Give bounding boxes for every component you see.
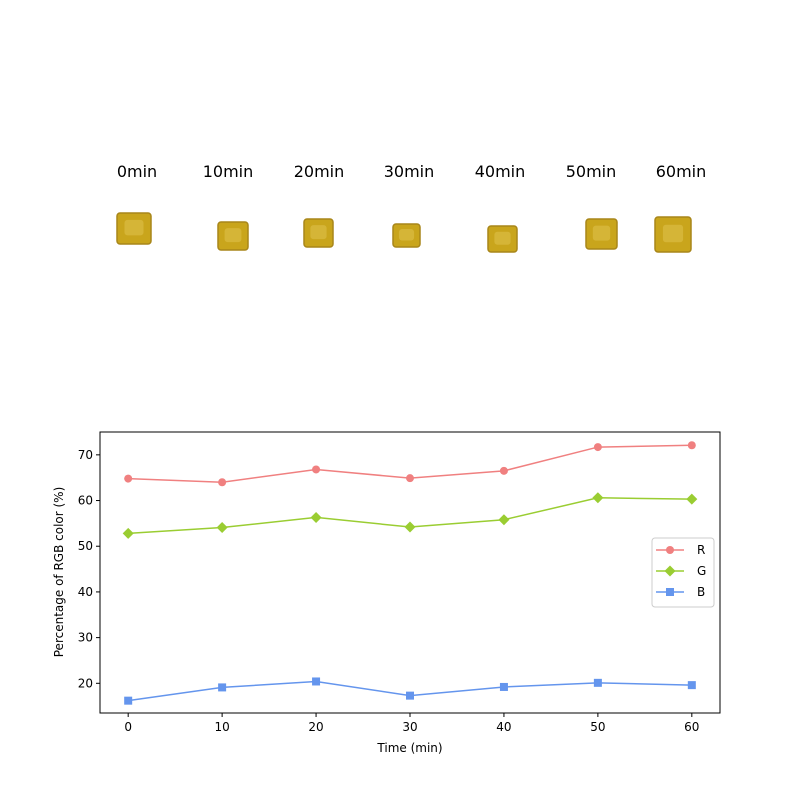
data-point-b: [312, 677, 321, 686]
x-tick-label: 50: [590, 720, 605, 734]
y-tick-label: 60: [78, 494, 93, 508]
legend-marker-r: [666, 546, 674, 554]
legend-label-g: G: [697, 564, 706, 578]
data-point-b: [687, 681, 696, 690]
legend: RGB: [651, 537, 715, 608]
sample-image: [654, 216, 692, 253]
sample-time-label: 50min: [566, 162, 617, 181]
data-point-r: [593, 443, 602, 452]
sample-image: [303, 218, 334, 248]
data-point-r: [406, 474, 414, 483]
data-point-r: [499, 466, 508, 475]
data-point-g: [310, 511, 322, 523]
data-point-g: [122, 527, 134, 539]
chart-marks: [122, 441, 698, 705]
sample-image: [116, 212, 152, 245]
data-point-r: [687, 441, 696, 450]
data-point-g: [592, 492, 604, 504]
y-axis-label: Percentage of RGB color (%): [52, 487, 66, 658]
sample-time-label: 0min: [117, 162, 157, 181]
data-point-b: [593, 678, 602, 687]
sample-time-label: 30min: [384, 162, 435, 181]
data-point-b: [218, 683, 227, 692]
data-point-g: [498, 514, 510, 526]
data-point-r: [124, 474, 133, 483]
legend-label-r: R: [697, 543, 705, 557]
sample-image: [217, 221, 249, 251]
y-tick-label: 20: [78, 676, 93, 690]
sample-image: [487, 225, 518, 253]
legend-marker-b: [666, 588, 674, 596]
sample-image: [585, 218, 618, 250]
legend-label-b: B: [697, 585, 705, 599]
x-tick-label: 0: [124, 720, 132, 734]
x-tick-label: 10: [214, 720, 229, 734]
data-point-b: [499, 682, 508, 691]
sample-images-strip: 0min 10min 20min 30min 40min 50min 60min: [116, 162, 707, 253]
legend-marker-g: [664, 565, 676, 577]
y-tick-label: 30: [78, 631, 93, 645]
y-axis-ticks: 20 30 40 50 60 70: [78, 448, 100, 690]
data-point-b: [124, 696, 133, 705]
y-tick-label: 70: [78, 448, 93, 462]
y-tick-label: 40: [78, 585, 93, 599]
x-tick-label: 20: [308, 720, 323, 734]
data-point-r: [218, 478, 227, 487]
x-axis-label: Time (min): [376, 741, 442, 755]
data-point-b: [406, 691, 414, 700]
data-point-g: [686, 493, 698, 505]
x-tick-label: 30: [402, 720, 417, 734]
sample-time-label: 10min: [203, 162, 254, 181]
y-tick-label: 50: [78, 539, 93, 553]
data-point-r: [312, 465, 321, 474]
sample-time-label: 60min: [656, 162, 707, 181]
data-point-g: [216, 521, 228, 533]
sample-image: [392, 223, 421, 248]
x-axis-ticks: 0 10 20 30 40 50 60: [124, 713, 699, 734]
rgb-line-chart: 0 10 20 30 40 50 60 20 30 40 50 60 70 Time (min) Pe…: [52, 431, 721, 755]
sample-time-label: 20min: [294, 162, 345, 181]
sample-time-label: 40min: [475, 162, 526, 181]
x-tick-label: 60: [684, 720, 699, 734]
data-point-g: [404, 521, 416, 533]
x-tick-label: 40: [496, 720, 511, 734]
